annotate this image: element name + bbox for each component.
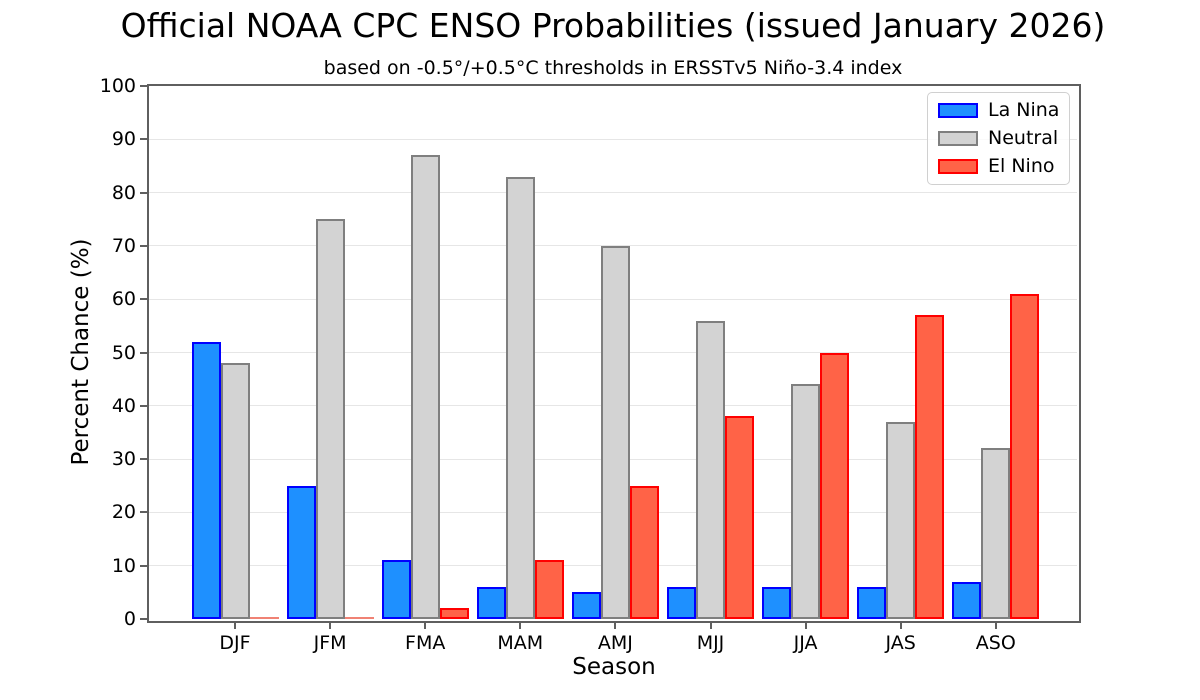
y-tick-mark <box>140 138 147 141</box>
legend: La Nina Neutral El Nino <box>927 92 1070 185</box>
y-tick-mark <box>140 85 147 87</box>
bar-la-nina-aso <box>952 581 982 619</box>
bar-el-nino-djf <box>249 617 279 619</box>
y-tick-label: 90 <box>111 128 136 151</box>
bar-el-nino-mam <box>534 560 564 619</box>
y-tick-label: 40 <box>111 394 136 417</box>
legend-item-la-nina: La Nina <box>938 101 1059 120</box>
bar-la-nina-jfm <box>286 485 316 619</box>
legend-item-el-nino: El Nino <box>938 157 1059 176</box>
legend-swatch-la-nina <box>938 103 978 118</box>
legend-label-neutral: Neutral <box>988 127 1059 149</box>
x-tick-mark <box>519 623 522 629</box>
y-tick-label: 80 <box>111 181 136 204</box>
x-tick-label-mjj: MJJ <box>696 632 725 654</box>
gridline <box>149 138 1077 140</box>
y-tick-mark <box>140 618 147 620</box>
bar-neutral-jas <box>886 421 916 619</box>
x-tick-label-djf: DJF <box>219 632 251 654</box>
bar-neutral-mam <box>505 176 535 619</box>
plot-area <box>149 86 1077 619</box>
x-tick-mark <box>804 623 807 629</box>
y-tick-mark <box>140 564 147 567</box>
gridline <box>149 192 1077 194</box>
bar-neutral-amj <box>600 245 630 619</box>
bar-la-nina-djf <box>191 341 221 619</box>
bar-la-nina-amj <box>571 592 601 619</box>
bar-el-nino-jja <box>820 352 850 619</box>
legend-label-la-nina: La Nina <box>988 99 1060 121</box>
bar-el-nino-jas <box>915 315 945 619</box>
chart-title: Official NOAA CPC ENSO Probabilities (is… <box>120 6 1106 45</box>
y-tick-label: 0 <box>123 608 136 630</box>
bar-la-nina-fma <box>381 560 411 619</box>
bar-neutral-djf <box>220 363 250 619</box>
y-tick-mark <box>140 351 147 354</box>
bar-el-nino-amj <box>629 485 659 619</box>
y-tick-mark <box>140 244 147 247</box>
x-tick-mark <box>329 623 332 629</box>
x-axis-label: Season <box>572 654 656 680</box>
x-tick-mark <box>899 623 902 629</box>
x-tick-label-jas: JAS <box>885 632 916 654</box>
bar-el-nino-jfm <box>344 617 374 619</box>
x-tick-mark <box>614 623 617 629</box>
bar-neutral-mjj <box>696 320 725 619</box>
bar-neutral-aso <box>981 448 1011 619</box>
y-tick-mark <box>140 298 147 301</box>
bar-la-nina-jas <box>857 587 887 619</box>
y-tick-mark <box>140 511 147 514</box>
legend-swatch-el-nino <box>938 159 978 174</box>
y-tick-label: 30 <box>111 448 136 471</box>
bar-la-nina-mam <box>476 587 506 619</box>
legend-swatch-neutral <box>938 131 978 146</box>
bar-el-nino-aso <box>1010 293 1040 619</box>
bar-el-nino-fma <box>439 608 469 619</box>
y-tick-label: 10 <box>111 554 136 577</box>
x-tick-label-amj: AMJ <box>597 632 633 654</box>
bar-neutral-jfm <box>315 219 345 619</box>
y-tick-mark <box>140 404 147 407</box>
x-tick-label-aso: ASO <box>975 632 1016 654</box>
legend-item-neutral: Neutral <box>938 129 1059 148</box>
bar-neutral-jja <box>791 384 821 619</box>
legend-label-el-nino: El Nino <box>988 155 1055 177</box>
y-tick-label: 20 <box>111 501 136 524</box>
x-tick-label-jja: JJA <box>793 632 818 654</box>
chart-subtitle: based on -0.5°/+0.5°C thresholds in ERSS… <box>323 57 903 79</box>
x-tick-label-fma: FMA <box>405 632 446 654</box>
y-tick-label: 50 <box>111 341 136 364</box>
y-tick-label: 70 <box>111 234 136 257</box>
x-tick-mark <box>424 623 427 629</box>
x-tick-label-mam: MAM <box>497 632 544 654</box>
bar-el-nino-mjj <box>725 416 754 619</box>
x-tick-mark <box>994 623 997 629</box>
y-tick-label: 100 <box>99 75 136 97</box>
x-tick-label-jfm: JFM <box>313 632 347 654</box>
x-tick-mark <box>709 623 712 629</box>
y-tick-label: 60 <box>111 288 136 311</box>
y-tick-mark <box>140 458 147 461</box>
bar-la-nina-mjj <box>667 587 696 619</box>
x-tick-mark <box>234 623 236 629</box>
bar-la-nina-jja <box>762 587 792 619</box>
y-tick-mark <box>140 191 147 194</box>
bar-neutral-fma <box>410 155 440 619</box>
